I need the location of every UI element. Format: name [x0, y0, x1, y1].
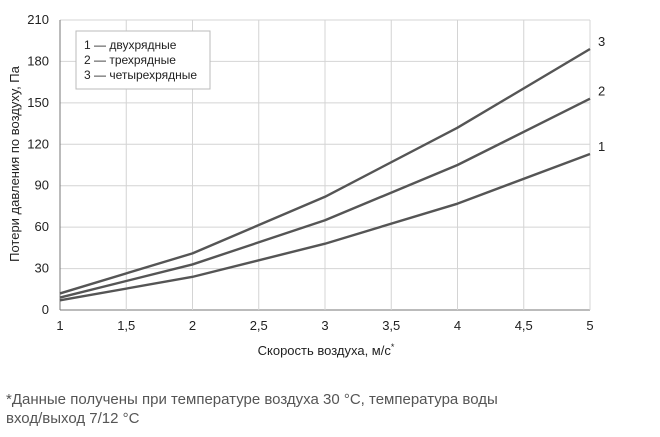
y-tick-label: 180: [27, 53, 49, 68]
y-tick-label: 150: [27, 95, 49, 110]
y-tick-label: 0: [42, 302, 49, 317]
x-axis-ticks: 1 1,5 2 2,5 3 3,5 4 4,5 5: [56, 318, 593, 333]
series-line-3: [59, 47, 591, 295]
x-axis-title-text: Скорость воздуха, м/с: [258, 343, 392, 358]
series-lines: [59, 47, 591, 302]
x-tick-label: 2: [189, 318, 196, 333]
x-tick-label: 4,5: [515, 318, 533, 333]
series-end-label-3: 3: [598, 34, 605, 49]
x-tick-label: 4: [454, 318, 461, 333]
x-tick-label: 3: [321, 318, 328, 333]
y-tick-label: 30: [35, 261, 49, 276]
x-tick-label: 2,5: [250, 318, 268, 333]
legend-entry: 3 — четырехрядные: [84, 68, 197, 82]
legend-box: [75, 30, 211, 90]
y-axis-title: Потери давления по воздуху, Па: [7, 65, 22, 262]
footnote: *Данные получены при температуре воздуха…: [6, 390, 566, 428]
footnote-line-2: вход/выход 7/12 °С: [6, 410, 140, 427]
x-axis-title: Скорость воздуха, м/с*: [258, 342, 395, 358]
footnote-line-1: *Данные получены при температуре воздуха…: [6, 391, 498, 408]
y-tick-label: 60: [35, 219, 49, 234]
legend-entry: 2 — трехрядные: [84, 53, 176, 67]
x-tick-label: 5: [586, 318, 593, 333]
series-line-2: [59, 97, 591, 299]
series-line-1: [59, 152, 591, 302]
legend-entry: 1 — двухрядные: [84, 38, 177, 52]
y-tick-label: 90: [35, 178, 49, 193]
series-end-label-1: 1: [598, 139, 605, 154]
y-axis-ticks: 0 30 60 90 120 150 180 210: [27, 12, 49, 317]
series-end-label-2: 2: [598, 84, 605, 99]
x-tick-label: 1: [56, 318, 63, 333]
x-axis-title-footnote-mark: *: [391, 342, 395, 352]
x-tick-label: 1,5: [117, 318, 135, 333]
y-tick-label: 120: [27, 136, 49, 151]
pressure-loss-chart: 0 30 60 90 120 150 180 210 1 1,5 2 2,5 3 3,5 4 4,5 5 1 2…: [7, 12, 605, 358]
y-tick-label: 210: [27, 12, 49, 27]
x-tick-label: 3,5: [382, 318, 400, 333]
series-end-labels: 1 2 3: [598, 34, 605, 154]
